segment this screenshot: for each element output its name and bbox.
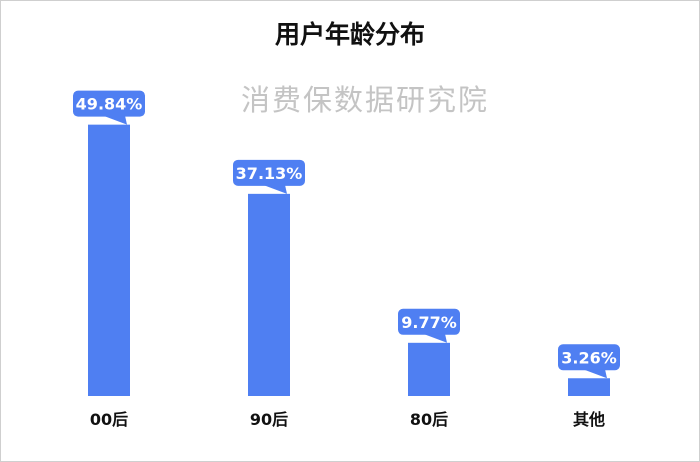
category-label-90后: 90后 [250, 410, 288, 429]
data-label-text: 49.84% [76, 95, 143, 114]
data-label-box [73, 90, 145, 117]
data-label-其他: 3.26% [558, 344, 620, 379]
data-label-text: 3.26% [561, 348, 617, 367]
data-label-box [233, 159, 305, 186]
bar-90后 [248, 193, 290, 396]
data-label-box [398, 308, 460, 335]
data-label-box [558, 344, 620, 371]
data-label-90后: 37.13% [233, 159, 305, 194]
data-label-text: 9.77% [401, 313, 457, 332]
data-label-pointer [583, 369, 607, 379]
category-label-00后: 00后 [90, 410, 128, 429]
data-label-pointer [423, 333, 447, 343]
data-label-80后: 9.77% [398, 308, 460, 343]
bar-其他 [568, 378, 610, 396]
bar-80后 [408, 342, 450, 396]
data-label-pointer [103, 115, 127, 125]
data-label-00后: 49.84% [73, 90, 145, 125]
category-label-其他: 其他 [573, 410, 605, 429]
chart-title: 用户年龄分布 [274, 20, 425, 49]
bar-00后 [88, 124, 130, 396]
category-label-80后: 80后 [410, 410, 448, 429]
data-label-pointer [263, 184, 287, 194]
data-label-text: 37.13% [236, 164, 303, 183]
watermark-text: 消费保数据研究院 [240, 83, 489, 117]
